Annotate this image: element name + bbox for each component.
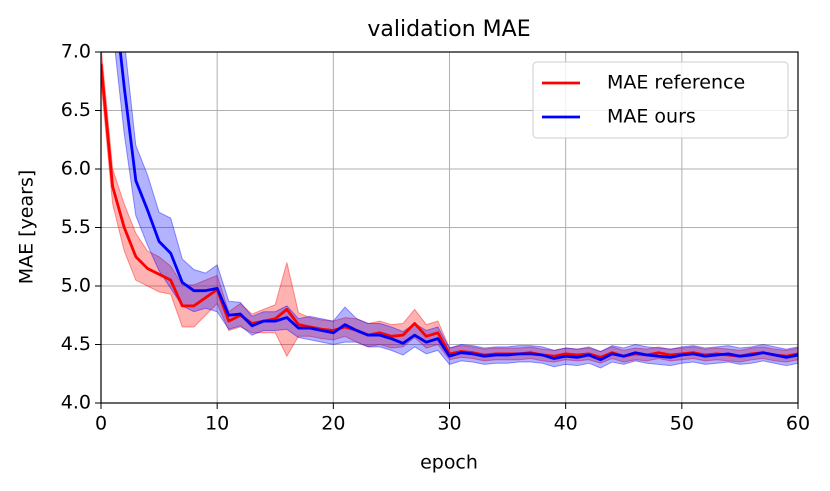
legend-label: MAE reference [607, 72, 745, 94]
x-tick-label: 0 [95, 413, 107, 435]
y-axis-label: MAE [years] [16, 170, 38, 285]
x-tick-label: 10 [205, 413, 229, 435]
error-band [101, 52, 798, 364]
y-tick-label: 5.5 [61, 216, 91, 238]
chart-title: validation MAE [367, 17, 530, 42]
x-tick-label: 50 [670, 413, 694, 435]
x-tick-label: 30 [437, 413, 461, 435]
x-tick-label: 40 [554, 413, 578, 435]
legend-box [532, 61, 789, 139]
series-line [118, 52, 798, 362]
y-tick-label: 4.5 [61, 333, 91, 355]
legend: MAE reference MAE ours [532, 61, 789, 139]
y-tick-label: 6.0 [61, 158, 91, 180]
legend-label: MAE ours [607, 106, 696, 128]
y-tick-label: 4.0 [61, 392, 91, 414]
x-tick-label: 20 [321, 413, 345, 435]
x-tick-label: 60 [786, 413, 810, 435]
error-band [114, 52, 798, 369]
y-tick-label: 6.5 [61, 99, 91, 121]
y-tick-label: 7.0 [61, 41, 91, 63]
x-axis-label: epoch [420, 452, 478, 474]
y-tick-label: 5.0 [61, 275, 91, 297]
plot-area [101, 52, 798, 369]
